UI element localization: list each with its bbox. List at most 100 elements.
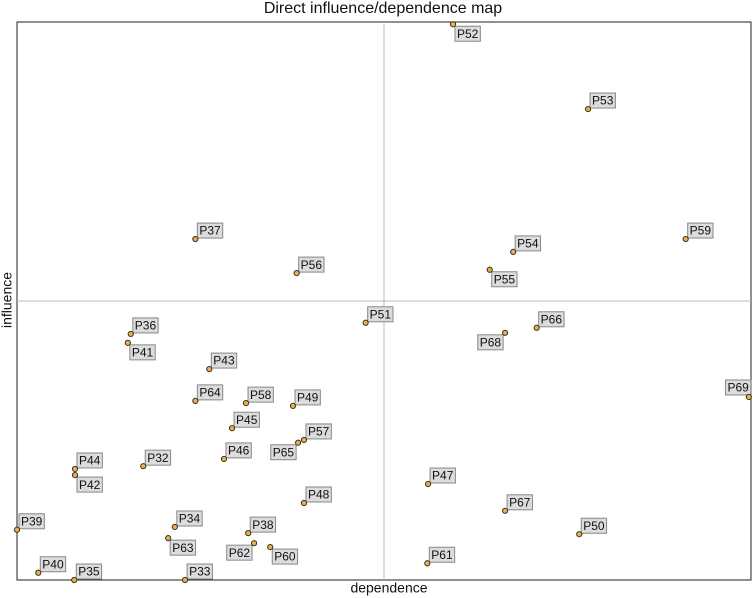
label-box <box>18 513 45 530</box>
point <box>35 569 42 576</box>
label-box <box>298 256 325 273</box>
point-label-text: P32 <box>147 451 169 465</box>
point <box>228 425 236 432</box>
point-label: P58 <box>247 386 274 403</box>
point-label: P57 <box>305 423 332 440</box>
point <box>502 329 509 336</box>
point-label-text: P65 <box>273 445 295 459</box>
point-label: P51 <box>367 306 394 323</box>
point-label-text: P33 <box>189 565 211 579</box>
label-box <box>305 423 332 440</box>
label-box <box>477 334 504 351</box>
label-box <box>428 546 456 563</box>
label-box <box>176 510 203 527</box>
point-label: P38 <box>249 516 277 533</box>
point-label-text: P64 <box>199 386 221 400</box>
point-label-text: P68 <box>480 335 502 349</box>
point-label-text: P42 <box>79 478 101 492</box>
point-label: P35 <box>75 563 103 580</box>
point-label: P44 <box>76 452 103 469</box>
label-box <box>367 306 394 323</box>
point-label-text: P39 <box>21 514 43 528</box>
label-box <box>196 384 224 401</box>
point <box>289 402 297 410</box>
point-label: P48 <box>305 486 332 503</box>
point <box>362 319 369 326</box>
point-label: P56 <box>298 256 325 273</box>
point-label-text: P45 <box>236 413 258 427</box>
point-label-text: P49 <box>297 391 319 405</box>
point <box>140 463 147 470</box>
point-label: P52 <box>454 25 481 42</box>
label-box <box>580 517 608 534</box>
point-label-text: P43 <box>213 354 235 368</box>
point-label: P68 <box>477 334 504 351</box>
point-label-text: P35 <box>78 565 100 579</box>
label-box <box>687 222 714 239</box>
point <box>220 455 228 463</box>
point <box>206 365 213 373</box>
point-label-text: P58 <box>250 388 272 402</box>
point <box>745 393 752 401</box>
point <box>267 543 274 551</box>
point-label-text: P44 <box>79 454 101 468</box>
label-box <box>226 544 253 561</box>
point-label: P49 <box>294 389 321 406</box>
point-label-text: P61 <box>431 548 453 562</box>
point-label-text: P51 <box>370 307 392 321</box>
point-label-text: P53 <box>592 94 614 108</box>
point-label: P63 <box>169 539 197 556</box>
point-label: P40 <box>39 556 67 573</box>
label-box <box>270 444 297 461</box>
label-box <box>186 563 213 580</box>
point-label-text: P50 <box>583 519 605 533</box>
point-label-text: P36 <box>135 319 157 333</box>
point-label: P50 <box>580 517 608 534</box>
point-label-text: P69 <box>727 381 749 395</box>
point-label: P65 <box>270 444 297 461</box>
point-label-text: P66 <box>541 312 563 326</box>
point-label: P47 <box>429 467 456 484</box>
point-label-text: P38 <box>252 518 274 532</box>
point <box>242 400 250 407</box>
point <box>682 235 689 243</box>
label-box <box>39 556 67 573</box>
point <box>510 248 517 255</box>
label-box <box>132 317 159 334</box>
point-label-text: P40 <box>42 557 64 571</box>
point-label-text: P47 <box>432 469 454 483</box>
point <box>449 21 457 28</box>
label-box <box>76 476 103 493</box>
point-label: P64 <box>196 384 224 401</box>
point-label: P62 <box>226 544 253 561</box>
point-label: P41 <box>129 344 156 361</box>
y-axis-label: influence <box>0 272 15 328</box>
point-label: P55 <box>491 271 518 288</box>
point-label-text: P60 <box>274 550 296 564</box>
point-label-text: P34 <box>179 512 201 526</box>
point <box>124 339 131 346</box>
point <box>192 235 199 243</box>
point-label: P34 <box>176 510 203 527</box>
point-label: P42 <box>76 476 103 493</box>
point <box>502 507 509 514</box>
point-label-text: P56 <box>301 258 323 272</box>
point-label: P37 <box>196 222 224 239</box>
point <box>127 330 134 338</box>
point-label-text: P67 <box>509 495 531 509</box>
point-label: P45 <box>233 411 260 428</box>
point-label: P46 <box>225 442 252 459</box>
label-box <box>144 449 172 466</box>
point-label-text: P59 <box>690 224 712 238</box>
point-label-text: P55 <box>494 272 516 286</box>
point-label: P33 <box>186 563 213 580</box>
point-label-text: P41 <box>132 346 154 360</box>
label-box <box>225 442 252 459</box>
point-label-text: P57 <box>308 425 330 439</box>
point-label-text: P48 <box>308 488 330 502</box>
point-label-text: P37 <box>199 224 221 238</box>
label-box <box>210 352 238 369</box>
point <box>295 439 302 446</box>
label-box <box>491 271 518 288</box>
